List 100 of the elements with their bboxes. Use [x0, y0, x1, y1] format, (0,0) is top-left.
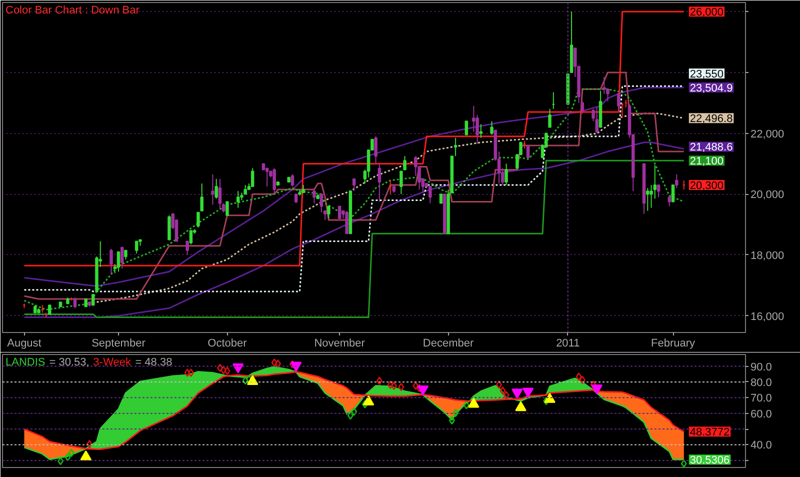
candlestick — [327, 206, 330, 219]
y-tick-label: 60.0 — [750, 408, 772, 420]
candlestick — [675, 174, 678, 189]
point — [271, 358, 278, 367]
point — [468, 398, 480, 408]
point — [224, 366, 230, 375]
text: LANDIS — [6, 356, 46, 368]
candlestick — [671, 184, 675, 202]
y-tick-label: 22,000 — [750, 128, 784, 140]
candlestick — [656, 184, 660, 198]
point — [290, 362, 302, 372]
candlestick — [73, 297, 77, 309]
candlestick — [294, 194, 298, 204]
point — [387, 380, 394, 389]
point — [274, 359, 281, 368]
point — [463, 401, 470, 410]
point — [590, 380, 596, 389]
chart-title: Color Bar Chart : Down Bar — [6, 4, 140, 16]
candlestick — [272, 168, 276, 195]
point — [242, 376, 248, 385]
annotation: = 30.53, — [49, 356, 90, 368]
point — [64, 452, 71, 462]
point — [351, 407, 358, 416]
y-tick-label: 90.0 — [750, 361, 772, 374]
data-label: 30.5306 — [690, 454, 730, 467]
candlestick — [345, 210, 348, 234]
y-tick-label: 16,000 — [750, 310, 784, 323]
candlestick — [323, 210, 327, 220]
candlestick — [250, 168, 254, 188]
candlestick — [668, 196, 672, 207]
candlestick — [526, 144, 530, 158]
point — [376, 376, 382, 386]
data-label: 26,000 — [690, 6, 724, 19]
data-label: 23,504.9 — [690, 82, 733, 95]
candlestick — [472, 105, 476, 132]
candlestick — [595, 106, 599, 134]
point — [80, 450, 92, 460]
candlestick — [91, 294, 95, 306]
annotation: = 48.38 — [135, 356, 172, 368]
x-tick-label: November — [314, 338, 366, 350]
candlestick — [580, 100, 584, 114]
candlestick — [374, 136, 378, 164]
point — [579, 376, 586, 384]
candlestick — [48, 304, 52, 315]
candlestick — [116, 251, 120, 272]
annotation: 20,300 — [690, 180, 724, 192]
candlestick — [320, 194, 324, 213]
point — [543, 396, 550, 406]
point — [452, 408, 459, 418]
candlestick — [479, 124, 483, 138]
candlestick — [338, 206, 342, 219]
point — [362, 400, 368, 408]
data-label: 48.3772 — [690, 426, 730, 439]
point — [412, 382, 419, 390]
point — [216, 364, 223, 372]
candlestick — [352, 178, 356, 192]
candlestick — [504, 163, 508, 186]
candlestick — [378, 163, 382, 202]
point — [390, 382, 397, 390]
candlestick — [464, 120, 468, 136]
point — [448, 416, 455, 425]
data-label: 22,496.8 — [690, 113, 733, 126]
point — [417, 385, 429, 396]
candlestick — [110, 248, 113, 276]
point — [184, 368, 190, 377]
data-label: 23,550 — [690, 68, 724, 81]
point — [246, 375, 258, 386]
candlestick — [124, 250, 128, 260]
candlestick — [218, 178, 222, 210]
y-tick-label: 18,000 — [750, 250, 784, 262]
point — [188, 368, 194, 377]
point — [398, 382, 404, 392]
candlestick — [454, 137, 458, 157]
candlestick — [168, 214, 171, 240]
y-tick-label: 20,000 — [750, 189, 784, 202]
x-tick-label: October — [208, 338, 248, 350]
x-tick-label: August — [7, 338, 42, 350]
candlestick — [428, 186, 432, 204]
point — [220, 366, 227, 374]
data-label: 21,100 — [690, 156, 724, 168]
candlestick — [186, 240, 189, 256]
y-tick-label: 80.0 — [750, 376, 772, 389]
candlestick — [236, 190, 240, 208]
candlestick — [400, 170, 403, 195]
candlestick — [646, 188, 650, 212]
candlestick — [189, 230, 193, 245]
point — [232, 363, 244, 374]
candlestick — [290, 174, 294, 188]
point — [503, 391, 510, 400]
candlestick — [196, 212, 200, 228]
candlestick — [439, 194, 443, 204]
candlestick — [211, 174, 214, 206]
candlestick — [490, 120, 494, 136]
candlestick — [134, 240, 138, 254]
candlestick — [403, 156, 406, 170]
candlestick — [312, 189, 316, 204]
point — [496, 380, 502, 389]
y-tick-label: 40.0 — [750, 440, 772, 452]
candlestick — [617, 93, 620, 111]
point — [68, 448, 74, 458]
